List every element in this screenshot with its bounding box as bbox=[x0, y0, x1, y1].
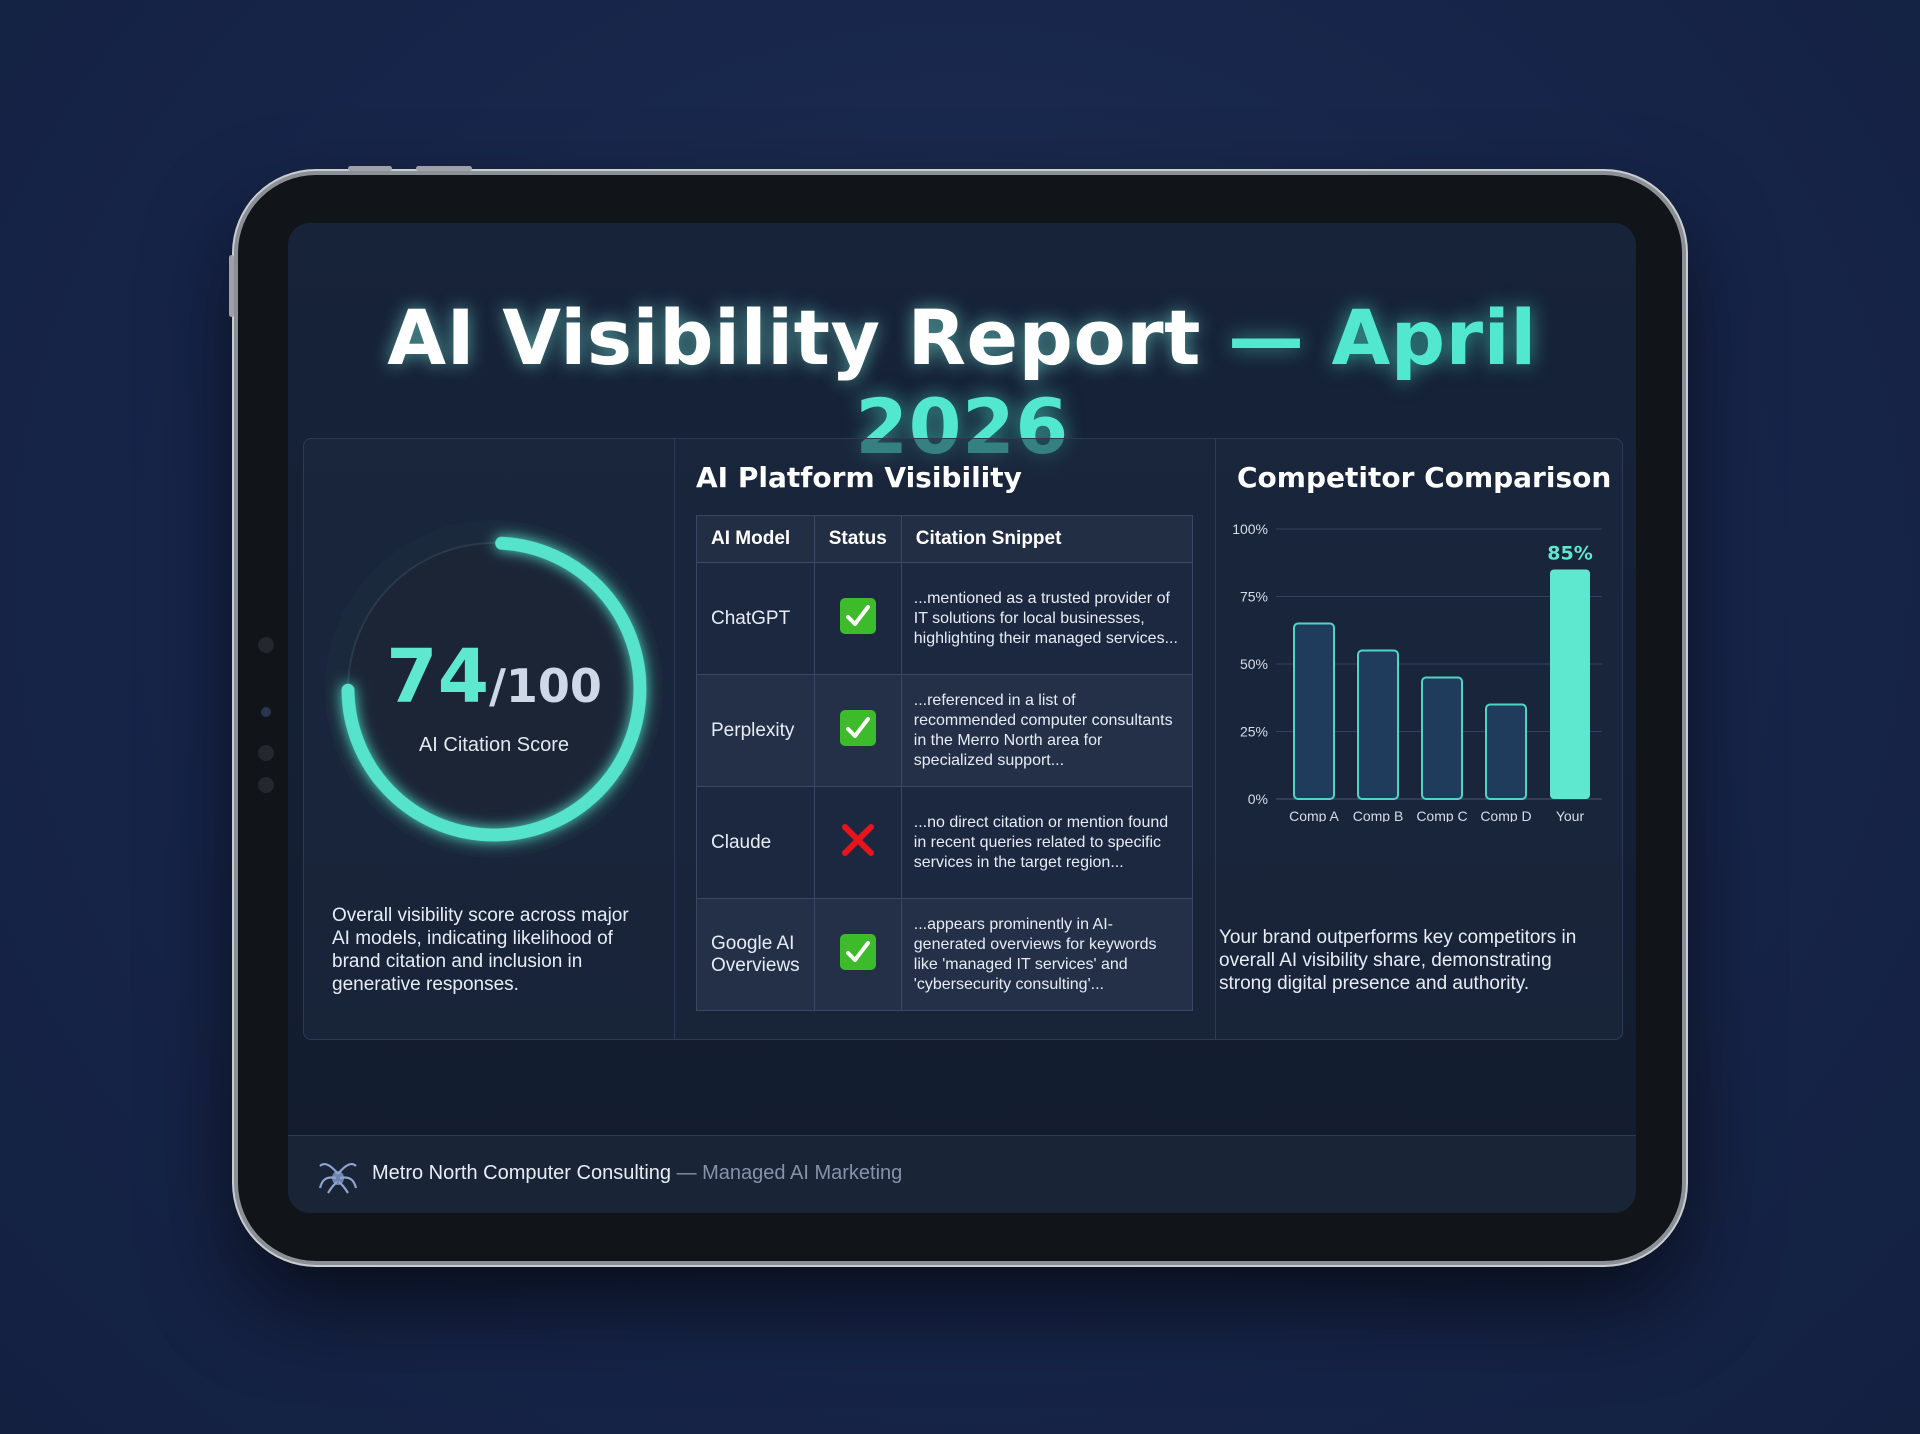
model-name: ChatGPT bbox=[696, 562, 815, 675]
company-name: Metro North Computer Consulting bbox=[372, 1162, 672, 1184]
score-value: 74/100 bbox=[364, 634, 624, 720]
bar bbox=[1550, 569, 1590, 799]
camera-dot-2 bbox=[258, 745, 274, 761]
x-tick-label: Comp B bbox=[1353, 808, 1404, 822]
competitor-heading: Competitor Comparison bbox=[1237, 461, 1612, 494]
x-tick-label: Comp C bbox=[1416, 808, 1467, 822]
panel-divider bbox=[674, 439, 675, 1039]
table-row: Perplexity ...referenced in a list of re… bbox=[696, 674, 1193, 787]
model-name: Claude bbox=[696, 786, 815, 899]
citation-snippet: ...appears prominently in AI-generated o… bbox=[901, 898, 1193, 1011]
table-row: Google AI Overviews ...appears prominent… bbox=[696, 898, 1193, 1011]
title-main: AI Visibility Report bbox=[387, 293, 1201, 382]
footer-tagline: Managed AI Marketing bbox=[702, 1162, 903, 1184]
spider-logo-icon bbox=[318, 1163, 358, 1194]
citation-snippet: ...no direct citation or mention found i… bbox=[901, 786, 1193, 899]
bar bbox=[1421, 676, 1463, 800]
platform-heading: AI Platform Visibility bbox=[696, 461, 1022, 494]
gauge-outer-ring bbox=[325, 520, 663, 858]
score-gauge bbox=[325, 520, 663, 858]
footer-brand: Metro North Computer Consulting — Manage… bbox=[372, 1162, 902, 1185]
model-name: Perplexity bbox=[696, 674, 815, 787]
citation-snippet: ...mentioned as a trusted provider of IT… bbox=[901, 562, 1193, 675]
footer-separator: — bbox=[676, 1162, 697, 1184]
y-tick-label: 75% bbox=[1240, 589, 1268, 605]
data-label: 85% bbox=[1547, 543, 1592, 565]
y-tick-label: 25% bbox=[1240, 724, 1268, 740]
score-max: /100 bbox=[489, 659, 602, 713]
score-description: Overall visibility score across major AI… bbox=[332, 905, 629, 995]
table-row: ChatGPT ...mentioned as a trusted provid… bbox=[696, 562, 1193, 675]
power-button bbox=[348, 166, 392, 171]
report-title: AI Visibility Report — April 2026 bbox=[288, 293, 1636, 471]
dashboard-panels: 74/100 AI Citation Score Overall visibil… bbox=[303, 438, 1623, 1040]
footer-bar: Metro North Computer Consulting — Manage… bbox=[288, 1135, 1636, 1213]
gauge-progress-arc bbox=[341, 536, 647, 842]
bar bbox=[1293, 622, 1335, 800]
col-header-model: AI Model bbox=[696, 515, 815, 563]
y-tick-label: 100% bbox=[1232, 521, 1268, 537]
status-cell bbox=[814, 898, 902, 1011]
col-header-snippet: Citation Snippet bbox=[901, 515, 1193, 563]
camera-dot bbox=[258, 637, 274, 653]
col-header-status: Status bbox=[814, 515, 902, 563]
y-tick-label: 0% bbox=[1248, 791, 1268, 807]
tablet-device: AI Visibility Report — April 2026 bbox=[229, 166, 1682, 1261]
bar bbox=[1485, 703, 1527, 800]
table-row: Claude ...no direct citation or mention … bbox=[696, 786, 1193, 899]
y-tick-label: 50% bbox=[1240, 656, 1268, 672]
model-name: Google AI Overviews bbox=[696, 898, 815, 1011]
table-header-row: AI Model Status Citation Snippet bbox=[696, 515, 1193, 563]
citation-snippet: ...referenced in a list of recommended c… bbox=[901, 674, 1193, 787]
tablet-screen: AI Visibility Report — April 2026 bbox=[288, 223, 1636, 1213]
score-label: AI Citation Score bbox=[418, 734, 570, 756]
title-dash: — bbox=[1227, 293, 1305, 382]
side-button bbox=[229, 255, 234, 317]
sensor-dot bbox=[261, 707, 271, 717]
competitor-description: Your brand outperforms key competitors i… bbox=[1219, 927, 1577, 994]
status-cell bbox=[814, 562, 902, 675]
x-tick-label: Comp A bbox=[1289, 808, 1339, 822]
platform-table: AI Model Status Citation Snippet ChatGPT… bbox=[696, 515, 1193, 1011]
status-cell bbox=[814, 674, 902, 787]
score-number: 74 bbox=[386, 634, 490, 720]
volume-button bbox=[416, 166, 472, 171]
panel-divider bbox=[1215, 439, 1216, 1039]
status-cell bbox=[814, 786, 902, 899]
check-icon bbox=[839, 709, 876, 746]
competitor-bar-chart: 0% 25% 50% 75% 100% Comp A Comp B Comp C Comp D Y… bbox=[1232, 521, 1602, 822]
cross-icon bbox=[841, 823, 874, 856]
camera-dot-3 bbox=[258, 777, 274, 793]
x-tick-label: Comp D bbox=[1480, 808, 1531, 822]
bar bbox=[1357, 649, 1399, 800]
x-tick-label: Your bbox=[1556, 808, 1585, 822]
check-icon bbox=[839, 933, 876, 970]
check-icon bbox=[839, 597, 876, 634]
